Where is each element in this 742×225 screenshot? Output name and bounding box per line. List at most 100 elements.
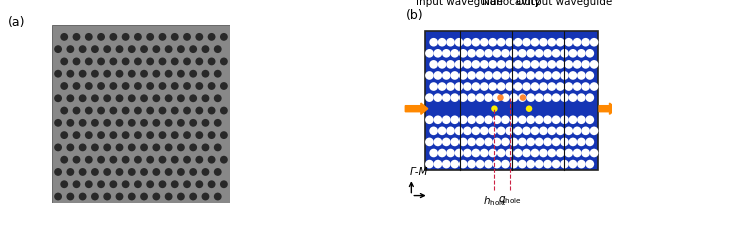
Circle shape bbox=[488, 126, 497, 135]
Circle shape bbox=[560, 71, 569, 80]
Circle shape bbox=[480, 38, 489, 47]
Circle shape bbox=[518, 160, 527, 168]
Circle shape bbox=[497, 60, 505, 69]
Circle shape bbox=[539, 60, 548, 69]
Ellipse shape bbox=[73, 33, 80, 41]
Circle shape bbox=[548, 38, 556, 47]
Ellipse shape bbox=[128, 144, 136, 151]
Ellipse shape bbox=[91, 70, 99, 78]
Circle shape bbox=[480, 60, 489, 69]
Ellipse shape bbox=[202, 70, 209, 78]
Ellipse shape bbox=[189, 70, 197, 78]
Circle shape bbox=[493, 160, 502, 168]
Circle shape bbox=[430, 149, 438, 157]
Ellipse shape bbox=[208, 33, 215, 41]
Circle shape bbox=[556, 38, 565, 47]
Circle shape bbox=[485, 138, 493, 146]
Circle shape bbox=[442, 160, 450, 168]
Circle shape bbox=[565, 149, 573, 157]
Ellipse shape bbox=[109, 156, 117, 164]
Ellipse shape bbox=[79, 119, 87, 127]
Ellipse shape bbox=[67, 119, 74, 127]
Ellipse shape bbox=[103, 45, 111, 53]
Ellipse shape bbox=[67, 45, 74, 53]
Ellipse shape bbox=[171, 107, 179, 115]
Ellipse shape bbox=[208, 131, 215, 139]
Ellipse shape bbox=[159, 131, 166, 139]
Circle shape bbox=[480, 149, 489, 157]
Ellipse shape bbox=[103, 94, 111, 102]
Ellipse shape bbox=[195, 131, 203, 139]
Ellipse shape bbox=[128, 168, 136, 176]
Circle shape bbox=[446, 60, 455, 69]
Circle shape bbox=[539, 149, 548, 157]
Ellipse shape bbox=[103, 119, 111, 127]
Ellipse shape bbox=[103, 70, 111, 78]
Ellipse shape bbox=[60, 107, 68, 115]
Ellipse shape bbox=[177, 119, 185, 127]
Circle shape bbox=[585, 93, 594, 102]
Circle shape bbox=[493, 93, 502, 102]
Text: Γ-M: Γ-M bbox=[410, 166, 428, 177]
Circle shape bbox=[556, 60, 565, 69]
Circle shape bbox=[455, 60, 463, 69]
Ellipse shape bbox=[97, 82, 105, 90]
Circle shape bbox=[471, 126, 480, 135]
Ellipse shape bbox=[140, 70, 148, 78]
Circle shape bbox=[543, 93, 552, 102]
Circle shape bbox=[488, 82, 497, 91]
Circle shape bbox=[493, 138, 502, 146]
Circle shape bbox=[476, 49, 485, 58]
Ellipse shape bbox=[60, 131, 68, 139]
Ellipse shape bbox=[54, 45, 62, 53]
Ellipse shape bbox=[152, 144, 160, 151]
Ellipse shape bbox=[220, 156, 228, 164]
Ellipse shape bbox=[159, 58, 166, 65]
Circle shape bbox=[531, 38, 539, 47]
Circle shape bbox=[501, 49, 510, 58]
Circle shape bbox=[480, 82, 489, 91]
Circle shape bbox=[455, 82, 463, 91]
Circle shape bbox=[526, 71, 535, 80]
Circle shape bbox=[531, 82, 539, 91]
Circle shape bbox=[513, 60, 522, 69]
Ellipse shape bbox=[85, 58, 93, 65]
Ellipse shape bbox=[183, 82, 191, 90]
Ellipse shape bbox=[220, 82, 228, 90]
Circle shape bbox=[585, 71, 594, 80]
Circle shape bbox=[501, 115, 510, 124]
Text: Nanocavity: Nanocavity bbox=[482, 0, 541, 7]
Ellipse shape bbox=[202, 144, 209, 151]
Ellipse shape bbox=[67, 144, 74, 151]
Ellipse shape bbox=[79, 168, 87, 176]
Ellipse shape bbox=[85, 82, 93, 90]
Ellipse shape bbox=[202, 168, 209, 176]
Ellipse shape bbox=[91, 144, 99, 151]
Ellipse shape bbox=[122, 156, 130, 164]
Circle shape bbox=[467, 115, 476, 124]
Circle shape bbox=[552, 160, 560, 168]
Circle shape bbox=[430, 60, 438, 69]
Ellipse shape bbox=[214, 45, 222, 53]
Circle shape bbox=[522, 38, 531, 47]
Ellipse shape bbox=[109, 107, 117, 115]
Ellipse shape bbox=[79, 193, 87, 200]
Ellipse shape bbox=[97, 156, 105, 164]
Circle shape bbox=[501, 93, 510, 102]
Ellipse shape bbox=[159, 82, 166, 90]
Circle shape bbox=[480, 126, 489, 135]
Ellipse shape bbox=[171, 180, 179, 188]
Circle shape bbox=[560, 115, 569, 124]
Circle shape bbox=[493, 71, 502, 80]
Circle shape bbox=[442, 115, 450, 124]
Circle shape bbox=[442, 138, 450, 146]
Circle shape bbox=[446, 149, 455, 157]
Ellipse shape bbox=[60, 156, 68, 164]
Ellipse shape bbox=[97, 58, 105, 65]
Ellipse shape bbox=[177, 45, 185, 53]
Ellipse shape bbox=[54, 70, 62, 78]
Ellipse shape bbox=[54, 168, 62, 176]
Circle shape bbox=[539, 126, 548, 135]
Circle shape bbox=[518, 49, 527, 58]
Ellipse shape bbox=[195, 107, 203, 115]
